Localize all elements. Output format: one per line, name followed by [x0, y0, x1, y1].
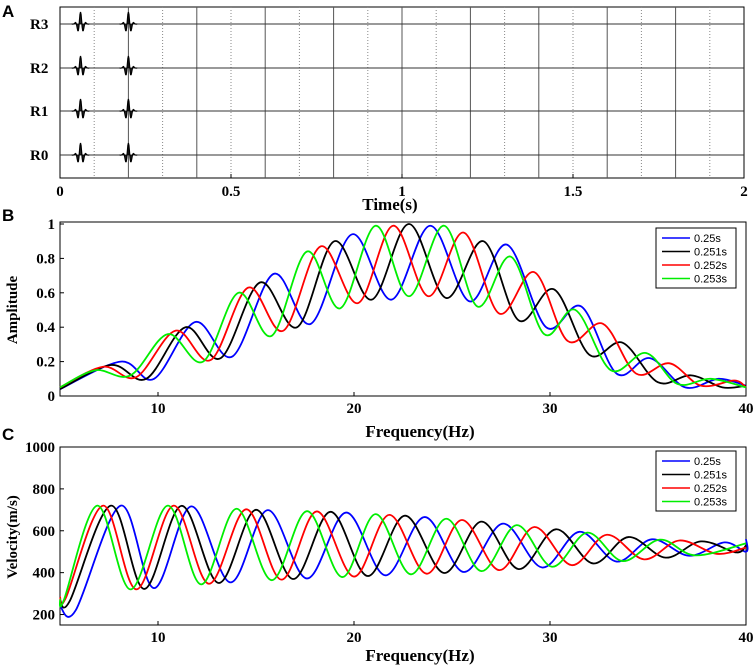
panel-c-xtick-label: 40: [739, 630, 754, 646]
panel-c-series-line: [59, 504, 747, 606]
panel-b-frame: [59, 221, 747, 397]
panel-a-row-label: R1: [30, 104, 48, 120]
panel-c-frame: [59, 446, 747, 626]
panel-a-wavelet: [119, 98, 138, 119]
panel-b-xtick-label: 30: [543, 401, 558, 417]
panel-a-row-label: R2: [30, 61, 48, 77]
panel-a-row-label: R3: [30, 17, 48, 33]
panel-c-legend-label: 0.25s: [694, 456, 721, 468]
panel-c-ytick-label: 400: [33, 566, 56, 582]
panel-b-series-line: [59, 224, 747, 389]
panel-a-xtick-label: 1: [398, 184, 406, 200]
panel-c-series-line: [58, 504, 747, 608]
panel-a-trace-plot: R3 R2 R1 R0 0 0.5 1 1.5 2 Time(s): [30, 6, 748, 214]
panel-a-xlabel: Time(s): [362, 195, 417, 214]
panel-c-legend-label: 0.251s: [694, 470, 728, 482]
panel-b-series-line: [59, 224, 747, 390]
panel-b-ytick-label: 0.2: [36, 355, 55, 371]
panel-b-amplitude-plot: 10 20 30 40 0 0.2 0.4 0.6 0.8 1 0.25s 0.251s0.252s…: [5, 217, 754, 441]
panel-b-xtick-label: 10: [151, 401, 166, 417]
panel-b-xlabel: Frequency(Hz): [365, 422, 474, 441]
panel-a-xtick-label: 1.5: [564, 184, 583, 200]
panel-c-ytick-label: 800: [33, 482, 56, 498]
panel-a-xtick-label: 0: [56, 184, 64, 200]
panel-b-series-line: [59, 224, 747, 389]
panel-c-legend-label: 0.253s: [694, 497, 728, 509]
panel-b-xtick-label: 40: [739, 401, 754, 417]
panel-c-xtick-label: 10: [151, 630, 166, 646]
panel-a-wavelet: [119, 142, 138, 163]
panel-a-wavelet: [71, 98, 90, 119]
panel-a-letter: A: [2, 2, 14, 21]
panel-c-ytick-label: 1000: [25, 440, 55, 456]
panel-b-ytick-label: 0: [48, 389, 56, 405]
panel-a-wavelet: [71, 55, 90, 76]
panel-b-series-line: [59, 223, 747, 390]
panel-b-letter: B: [2, 206, 14, 225]
panel-c-xlabel: Frequency(Hz): [365, 646, 474, 665]
panel-c-ylabel: Velocity(m/s): [5, 495, 21, 579]
panel-b-ylabel: Amplitude: [5, 275, 21, 344]
panel-c-ytick-label: 600: [33, 524, 56, 540]
panel-b-ytick-label: 0.6: [36, 286, 55, 302]
panel-a-wavelet: [119, 55, 138, 76]
panel-c-series-line: [59, 504, 747, 609]
panel-a-wavelet: [119, 11, 138, 32]
panel-c-letter: C: [2, 425, 14, 444]
panel-a-xtick-label: 0.5: [222, 184, 241, 200]
panel-b-ytick-label: 0.8: [36, 251, 55, 267]
panel-a-row-label: R0: [30, 148, 48, 164]
panel-a-xtick-label: 2: [740, 184, 748, 200]
panel-b-ytick-label: 1: [48, 217, 56, 233]
panel-b-xtick-label: 20: [347, 401, 362, 417]
panel-b-legend-label: 0.253s: [694, 274, 728, 286]
panel-c-xtick-label: 30: [543, 630, 558, 646]
panel-b-legend-label: 0.252s: [694, 260, 728, 272]
panel-c-xtick-label: 20: [347, 630, 362, 646]
panel-a-wavelet: [71, 142, 90, 163]
panel-c-legend-label: 0.252s: [694, 483, 728, 495]
panel-b-legend-label: 0.25s: [694, 233, 721, 245]
panel-b-legend-label: 0.251s: [694, 247, 728, 259]
panel-a-wavelet: [71, 11, 90, 32]
panel-b-ytick-label: 0.4: [36, 320, 55, 336]
panel-c-ytick-label: 200: [33, 608, 56, 624]
